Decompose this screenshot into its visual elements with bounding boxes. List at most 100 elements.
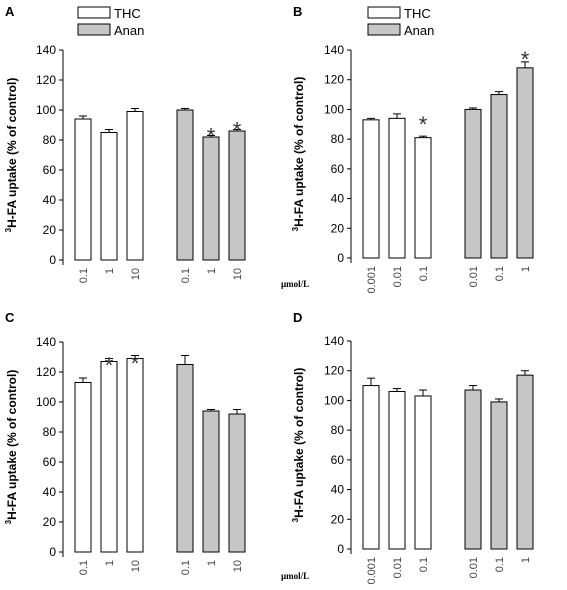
y-axis-label-text: H-FA uptake (% of control) (292, 368, 306, 518)
significance-star: * (233, 118, 242, 143)
y-tick-label: 40 (43, 193, 57, 207)
y-tick-label: 140 (36, 43, 56, 57)
y-tick-label: 60 (43, 455, 57, 469)
bar-thc (388, 117, 406, 259)
category-label: 10 (232, 560, 244, 572)
bar-thc (414, 137, 432, 259)
bar-thc (100, 132, 118, 261)
y-axis-label: 3H-FA uptake (% of control) (291, 368, 306, 523)
bar-anan (490, 401, 508, 550)
y-tick-label: 100 (36, 395, 56, 409)
legend-label-anan: Anan (114, 23, 144, 38)
y-tick-label: 140 (36, 335, 56, 349)
y-tick-label: 20 (43, 223, 57, 237)
chart-panel-b: B 0 20 40 60 80 100 120 140 3H-FA uptake (% of co… (291, 4, 534, 294)
y-axis-label-sup: 3 (4, 227, 13, 232)
category-label: 0.1 (180, 268, 192, 283)
bar-anan (228, 413, 246, 553)
legend-swatch-thc (77, 6, 111, 19)
y-tick-label: 120 (324, 364, 344, 378)
bar-thc (126, 111, 144, 261)
y-tick-label: 140 (324, 334, 344, 348)
category-label: 0.1 (180, 560, 192, 575)
bar-thc (362, 119, 380, 259)
y-tick-label: 40 (331, 192, 345, 206)
chart-panel-d: D 0 20 40 60 80 100 120 140 3H-FA uptake (% of co… (291, 310, 534, 585)
y-tick-label: 20 (331, 512, 345, 526)
category-label: 0.1 (418, 557, 430, 572)
y-axis-label: 3H-FA uptake (% of control) (4, 370, 19, 525)
bar-anan (490, 94, 508, 259)
y-tick-label: 80 (43, 133, 57, 147)
category-label: 10 (130, 268, 142, 280)
category-label: 1 (206, 268, 218, 274)
y-tick-label: 60 (331, 453, 345, 467)
y-tick-label: 20 (43, 515, 57, 529)
category-label: 0.01 (468, 557, 480, 578)
significance-star: * (131, 351, 140, 376)
y-axis-label-text: H-FA uptake (% of control) (292, 77, 306, 227)
y-tick-label: 60 (331, 162, 345, 176)
category-label: 0.1 (78, 268, 90, 283)
bar-anan (516, 374, 534, 550)
y-tick-label: 0 (337, 542, 344, 556)
unit-label: µmol/L (281, 571, 309, 581)
y-tick-label: 60 (43, 163, 57, 177)
y-axis-label-text: H-FA uptake (% of control) (5, 78, 19, 228)
y-tick-label: 100 (36, 103, 56, 117)
bar-anan (516, 67, 534, 259)
y-tick-label: 100 (324, 393, 344, 407)
bar-anan (202, 136, 220, 261)
bar-anan (464, 389, 482, 550)
panel-label: B (293, 4, 302, 19)
legend-swatch-anan (77, 23, 111, 36)
bar-thc (126, 358, 144, 553)
category-label: 1 (520, 266, 532, 272)
panel-label: A (5, 4, 15, 19)
category-label: 1 (206, 560, 218, 566)
legend-swatch-thc (367, 6, 401, 19)
legend-label-thc: THC (114, 6, 141, 21)
unit-label: µmol/L (281, 279, 309, 289)
y-tick-label: 0 (49, 545, 56, 559)
y-tick-label: 80 (331, 132, 345, 146)
category-label: 10 (130, 560, 142, 572)
panel-label: D (293, 310, 302, 325)
y-axis-label-sup: 3 (291, 517, 300, 522)
panel-label: C (5, 310, 15, 325)
category-label: 0.1 (494, 266, 506, 281)
bar-anan (176, 364, 194, 553)
legend: THC Anan (77, 6, 144, 38)
category-label: 1 (104, 268, 116, 274)
bar-thc (362, 385, 380, 550)
bar-anan (464, 108, 482, 259)
category-label: 0.1 (494, 557, 506, 572)
category-label: 1 (104, 560, 116, 566)
y-tick-label: 120 (36, 73, 56, 87)
category-label: 0.01 (392, 557, 404, 578)
y-tick-label: 80 (331, 423, 345, 437)
legend-label-anan: Anan (404, 23, 434, 38)
legend-swatch-anan (367, 23, 401, 36)
y-tick-label: 40 (331, 483, 345, 497)
category-label: 0.1 (78, 560, 90, 575)
bar-thc (100, 361, 118, 553)
y-tick-label: 100 (324, 102, 344, 116)
y-tick-label: 80 (43, 425, 57, 439)
y-tick-label: 20 (331, 221, 345, 235)
y-axis-label-sup: 3 (291, 226, 300, 231)
y-tick-label: 120 (36, 365, 56, 379)
category-label: 10 (232, 268, 244, 280)
legend: THC Anan (367, 6, 434, 38)
legend-label-thc: THC (404, 6, 431, 21)
significance-star: * (207, 124, 216, 149)
y-axis-label-text: H-FA uptake (% of control) (5, 370, 19, 520)
category-label: 0.001 (366, 266, 378, 294)
y-tick-label: 0 (49, 253, 56, 267)
bar-thc (388, 391, 406, 550)
y-tick-label: 0 (337, 251, 344, 265)
category-label: 0.01 (392, 266, 404, 287)
